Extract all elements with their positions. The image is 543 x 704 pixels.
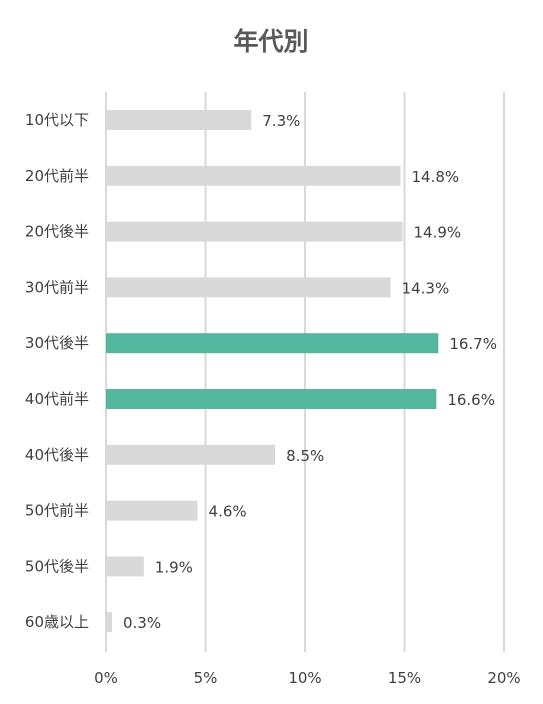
category-label: 50代後半: [25, 557, 89, 575]
bar: [106, 556, 144, 577]
bars-layer: [106, 110, 439, 633]
bar: [106, 165, 401, 186]
bar: [106, 612, 112, 633]
x-tick-label: 0%: [94, 669, 118, 687]
category-label: 60歳以上: [25, 613, 89, 631]
data-label: 16.6%: [447, 391, 495, 409]
bar: [106, 277, 391, 298]
category-label: 20代後半: [25, 223, 89, 241]
bar: [106, 500, 198, 521]
bar: [106, 444, 276, 465]
bar: [106, 110, 252, 130]
chart-title: 年代別: [233, 27, 308, 56]
x-tick-label: 15%: [388, 669, 421, 687]
x-tick-label: 10%: [288, 669, 321, 687]
bar: [106, 389, 437, 409]
category-label: 40代後半: [25, 446, 89, 464]
category-label: 50代前半: [25, 502, 89, 520]
data-label: 14.9%: [414, 224, 462, 242]
data-label: 14.8%: [412, 168, 460, 186]
data-label: 8.5%: [286, 447, 324, 465]
data-label: 4.6%: [209, 503, 247, 521]
bar: [106, 221, 403, 242]
bar: [106, 333, 439, 354]
x-axis: 0% 5% 10% 15% 20%: [94, 669, 521, 687]
category-label: 20代前半: [25, 167, 89, 185]
x-tick-label: 20%: [487, 669, 520, 687]
category-label: 30代後半: [25, 334, 89, 352]
data-label: 0.3%: [123, 614, 161, 632]
x-tick-label: 5%: [194, 669, 218, 687]
labels-layer: 10代以下 7.3% 20代前半 14.8% 20代後半 14.9% 30代前半 14.3% 3…: [25, 111, 497, 632]
data-label: 1.9%: [155, 558, 193, 576]
category-label: 10代以下: [25, 111, 89, 129]
category-label: 30代前半: [25, 278, 89, 296]
data-label: 16.7%: [449, 335, 497, 353]
data-label: 7.3%: [262, 112, 300, 130]
data-label: 14.3%: [402, 279, 450, 297]
category-label: 40代前半: [25, 390, 89, 408]
